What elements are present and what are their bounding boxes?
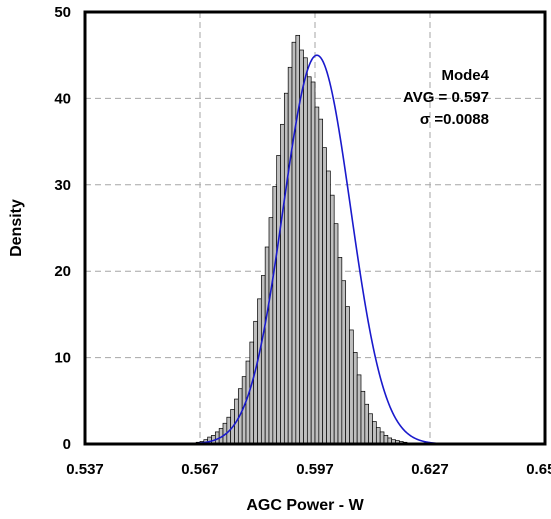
histogram-bars [195,34,431,445]
histogram-bar [375,427,381,445]
histogram-bar [341,280,347,445]
histogram-bar [264,246,270,445]
y-tick-label: 10 [54,350,71,367]
y-tick-label: 30 [54,177,71,194]
histogram-bar [303,57,308,445]
x-tick-label: 0.627 [411,461,449,478]
histogram-bar [268,217,274,445]
normal-fit-curve [192,54,450,445]
histogram-bar [356,374,362,445]
histogram-bar [257,298,262,445]
histogram-bar [372,421,377,445]
x-tick-label: 0.657 [526,461,551,478]
annotation-sigma: σ =0.0088 [420,111,489,128]
histogram-bar [379,431,385,445]
histogram-bar [318,118,324,445]
histogram-bar [352,352,358,445]
histogram-bar [364,403,370,445]
histogram-bar [291,41,297,445]
histogram-bar [283,92,289,445]
tick-labels: 0.537 0.567 0.597 0.627 0.657 0 10 20 30 40 50 [54,4,551,478]
histogram-bar [368,413,373,445]
histogram-bar [337,257,343,445]
histogram-bar [272,186,278,445]
histogram-bar [360,390,366,445]
histogram-bar [276,155,281,445]
histogram-bar [299,49,304,445]
x-tick-label: 0.567 [181,461,219,478]
histogram-bar [349,329,354,445]
histogram-bar [310,81,316,445]
annotation-average: AVG = 0.597 [403,89,489,106]
plot-frame [83,10,547,446]
y-axis-label: Density [8,199,25,257]
histogram-bar [245,360,251,445]
x-tick-label: 0.597 [296,461,334,478]
histogram-bar [322,147,327,445]
histogram-bar [329,194,335,445]
y-tick-label: 50 [54,4,71,21]
annotation-mode: Mode4 [441,67,489,84]
histogram-bar [249,341,255,445]
histogram-bar [345,306,350,445]
histogram-bar [253,320,258,445]
histogram-bar [333,223,339,445]
histogram-bar [314,106,320,445]
histogram-bar [306,76,312,445]
y-tick-label: 40 [54,90,71,107]
histogram-bar [260,275,266,445]
y-tick-label: 20 [54,263,71,280]
histogram-bar [287,66,293,445]
histogram-bar [280,123,285,445]
x-tick-label: 0.537 [66,461,104,478]
histogram-bar [326,170,331,445]
y-tick-label: 0 [63,436,71,453]
histogram-bar [295,34,301,445]
x-axis-label: AGC Power - W [246,497,364,514]
